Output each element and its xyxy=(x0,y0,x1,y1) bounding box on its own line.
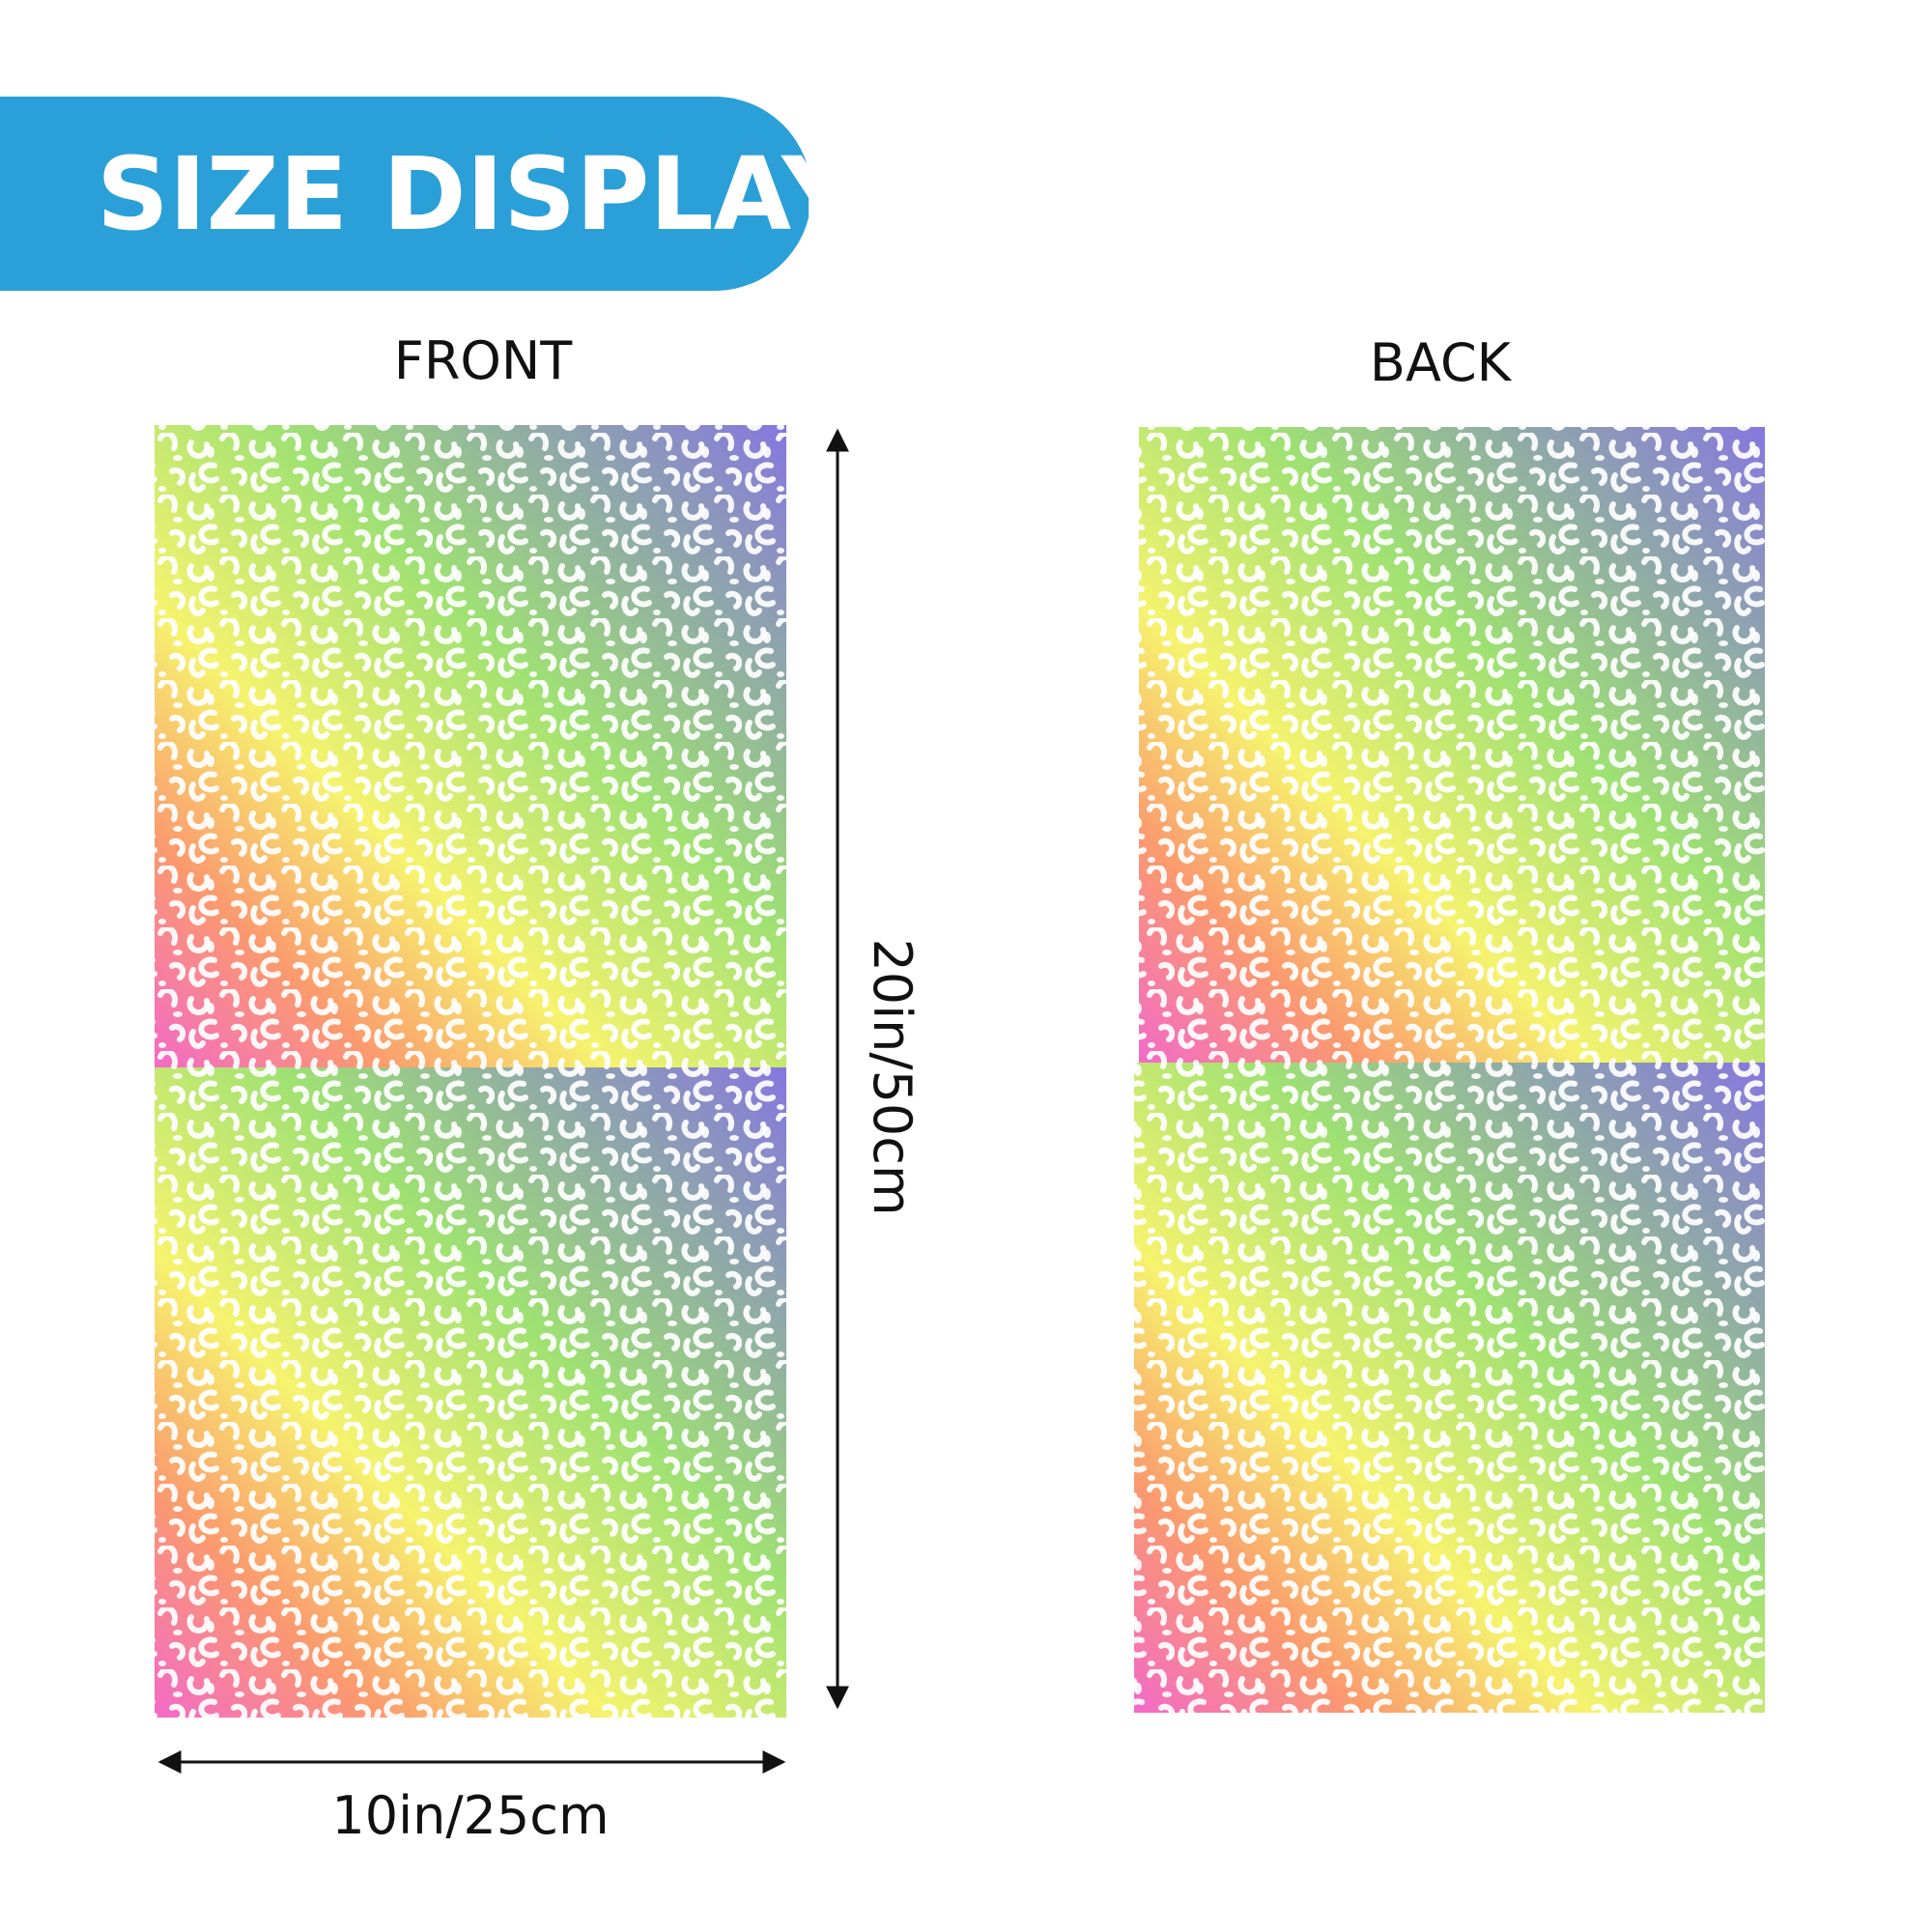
height-label: 20in/50cm xyxy=(862,938,923,1215)
banner-title: SIZE DISPLAY xyxy=(97,135,856,253)
back-label: BACK xyxy=(1370,332,1513,393)
banner xyxy=(0,97,812,291)
width-label: 10in/25cm xyxy=(331,1785,609,1846)
front-label: FRONT xyxy=(394,330,573,391)
back-panel xyxy=(1134,427,1765,1713)
front-panel xyxy=(155,425,786,1718)
